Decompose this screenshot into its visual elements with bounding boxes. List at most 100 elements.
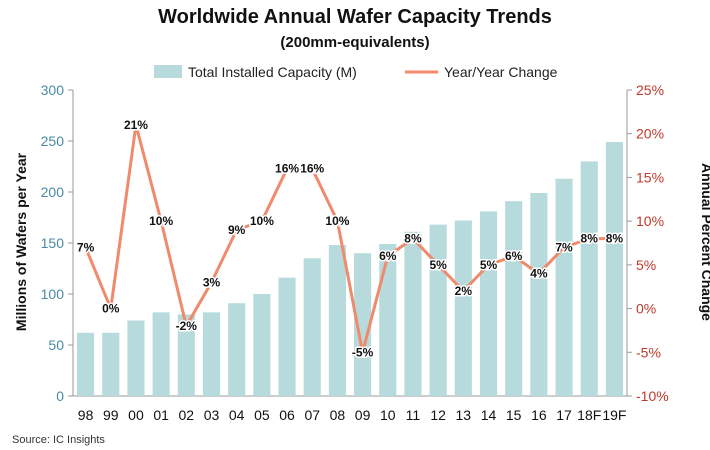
x-tick-label: 06 xyxy=(279,407,295,423)
yoy-change-point xyxy=(436,263,440,267)
yoy-data-label: 6% xyxy=(505,249,523,263)
x-tick-label: 11 xyxy=(406,407,421,423)
yoy-data-label: 4% xyxy=(530,267,548,281)
yoy-change-point xyxy=(84,245,88,249)
capacity-bar xyxy=(177,314,195,396)
yoy-change-point xyxy=(487,263,490,267)
y2-tick-label: -10% xyxy=(636,388,669,404)
capacity-bar xyxy=(278,277,296,396)
capacity-bar xyxy=(354,253,372,396)
capacity-bar xyxy=(530,193,548,396)
yoy-change-point xyxy=(184,324,188,328)
capacity-bar xyxy=(555,178,573,396)
y-tick-label: 0 xyxy=(56,388,64,404)
x-tick-label: 14 xyxy=(481,407,497,423)
yoy-change-point xyxy=(537,272,541,276)
yoy-change-point xyxy=(361,350,365,354)
capacity-bar xyxy=(379,244,397,396)
yoy-data-label: -2% xyxy=(176,319,198,333)
yoy-data-label: 2% xyxy=(455,284,473,298)
y-tick-label: 100 xyxy=(41,286,65,302)
plot-area: 050100150200250300-10%-5%0%5%10%15%20%25… xyxy=(41,82,669,423)
y-tick-label: 150 xyxy=(41,235,65,251)
x-tick-label: 15 xyxy=(506,407,522,423)
capacity-bar xyxy=(127,320,145,396)
capacity-bar xyxy=(580,161,598,396)
capacity-bar xyxy=(605,142,623,396)
y2-tick-label: 25% xyxy=(636,82,664,98)
yoy-change-line xyxy=(84,123,615,354)
capacity-bar xyxy=(505,201,523,396)
yoy-data-label: 8% xyxy=(606,232,624,246)
x-tick-label: 17 xyxy=(556,407,572,423)
yoy-data-label: -5% xyxy=(352,345,374,359)
y2-tick-label: 20% xyxy=(636,126,664,142)
capacity-bar xyxy=(404,231,422,396)
yoy-change-point xyxy=(285,167,289,171)
yoy-data-label: 8% xyxy=(581,232,599,246)
yoy-data-label: 7% xyxy=(77,240,95,254)
capacity-bar xyxy=(102,332,120,396)
x-tick-label: 98 xyxy=(78,407,94,423)
y-tick-label: 300 xyxy=(41,82,65,98)
source-note: Source: IC Insights xyxy=(12,434,105,446)
yoy-data-label: 8% xyxy=(404,232,422,246)
capacity-bar xyxy=(202,312,221,396)
x-tick-label: 09 xyxy=(355,407,371,423)
chart-subtitle: (200mm-equivalents) xyxy=(280,34,429,51)
capacity-bar xyxy=(228,303,246,396)
yoy-data-label: 10% xyxy=(250,214,274,228)
yoy-data-label: 10% xyxy=(149,214,173,228)
yoy-data-label: 16% xyxy=(300,162,324,176)
x-tick-label: 05 xyxy=(254,407,270,423)
yoy-change-point xyxy=(260,219,264,223)
yoy-data-label: 7% xyxy=(555,240,573,254)
yoy-data-label: 16% xyxy=(275,162,299,176)
chart-title: Worldwide Annual Wafer Capacity Trends xyxy=(158,6,552,28)
capacity-bar xyxy=(253,294,271,396)
yoy-data-label: 3% xyxy=(203,275,221,289)
yoy-change-point xyxy=(159,219,163,223)
legend: Total Installed Capacity (M) Year/Year C… xyxy=(154,64,558,80)
x-tick-label: 19F xyxy=(602,407,626,423)
x-tick-label: 18F xyxy=(577,407,601,423)
y2-tick-label: 15% xyxy=(636,169,664,185)
legend-bar-swatch xyxy=(154,65,182,78)
yoy-data-label: 6% xyxy=(379,249,397,263)
y2-tick-label: 10% xyxy=(636,213,664,229)
x-tick-label: 08 xyxy=(330,407,346,423)
yoy-change-point xyxy=(310,167,314,171)
yoy-change-point xyxy=(461,289,465,293)
y-tick-label: 200 xyxy=(41,184,65,200)
yoy-change-point xyxy=(562,245,566,249)
yoy-change-point xyxy=(386,254,390,258)
x-tick-label: 13 xyxy=(456,407,472,423)
x-tick-label: 03 xyxy=(204,407,220,423)
capacity-bar xyxy=(454,220,472,396)
x-tick-label: 04 xyxy=(229,407,245,423)
capacity-bar xyxy=(479,211,498,396)
x-tick-label: 99 xyxy=(103,407,119,423)
capacity-bar xyxy=(303,258,321,396)
yoy-change-point xyxy=(109,307,113,311)
legend-bar-label: Total Installed Capacity (M) xyxy=(188,64,357,80)
capacity-bar xyxy=(77,332,95,396)
x-tick-label: 12 xyxy=(430,407,446,423)
legend-line-label: Year/Year Change xyxy=(444,64,558,80)
capacity-bar xyxy=(328,245,346,396)
yoy-change-point xyxy=(587,237,591,241)
yoy-change-point xyxy=(235,228,239,232)
x-tick-label: 02 xyxy=(179,407,195,423)
yoy-change-point xyxy=(512,254,516,258)
yoy-data-label: 0% xyxy=(102,302,120,316)
yoy-change-point xyxy=(411,237,415,241)
yoy-data-label: 9% xyxy=(228,223,246,237)
y2-tick-label: 5% xyxy=(636,257,656,273)
yoy-change-point xyxy=(134,123,138,127)
x-tick-label: 00 xyxy=(128,407,144,423)
yoy-change-point xyxy=(335,219,339,223)
yoy-data-label: 5% xyxy=(429,258,447,272)
y2-axis-title: Annual Percent Change xyxy=(699,163,710,321)
yoy-data-label: 5% xyxy=(480,258,498,272)
x-tick-label: 16 xyxy=(531,407,547,423)
